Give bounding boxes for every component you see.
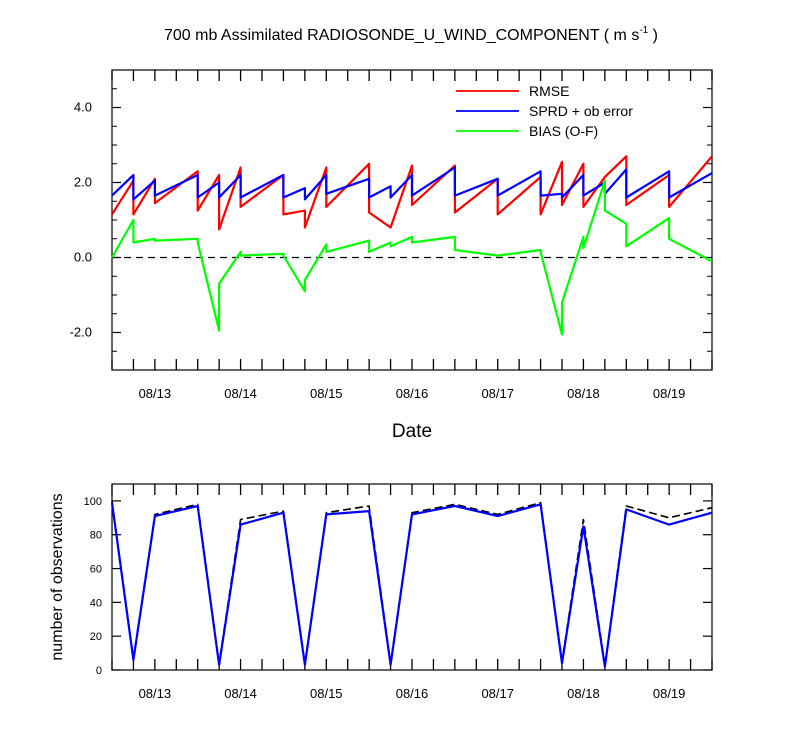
y-tick-label: 40 [90,597,102,609]
top-axis-ticks [111,69,713,371]
y-tick-label: 0 [96,665,102,677]
x-tick-label: 08/17 [481,386,514,401]
legend: RMSE SPRD + ob error BIAS (O-F) [456,83,633,139]
series-line-bias-o-f- [111,179,713,336]
y-tick-label: -2.0 [70,325,92,340]
chart-title-superscript: -1 [639,25,648,36]
x-tick-label: 08/13 [139,386,172,401]
x-tick-label: 08/18 [567,686,600,701]
series-line-assimilated [110,502,713,668]
x-tick-label: 08/19 [653,686,686,701]
top-y-tick-labels: -2.0 0.0 2.0 4.0 [70,100,92,340]
top-x-tick-labels: 08/13 08/14 08/15 08/16 08/17 08/18 08/19 [139,386,686,401]
bottom-series-lines [110,500,713,668]
bottom-x-tick-labels: 08/13 08/14 08/15 08/16 08/17 08/18 08/19 [139,686,686,701]
bottom-y-tick-labels: 0 20 40 60 80 100 [84,496,102,677]
y-tick-label: 20 [90,631,102,643]
top-panel: 700 mb Assimilated RADIOSONDE_U_WIND_COM… [70,25,713,442]
legend-label: BIAS (O-F) [529,123,598,139]
x-axis-label: Date [392,421,432,442]
y-tick-label: 0.0 [74,250,92,265]
x-tick-label: 08/17 [481,686,514,701]
y-tick-label: 4.0 [74,100,92,115]
y-tick-label: 60 [90,564,102,576]
x-tick-label: 08/15 [310,686,343,701]
x-tick-label: 08/19 [653,386,686,401]
x-tick-label: 08/14 [224,686,257,701]
y-tick-label: 2.0 [74,175,92,190]
chart-title-main: 700 mb Assimilated RADIOSONDE_U_WIND_COM… [164,27,639,44]
series-line-rmse [111,155,713,231]
top-series-lines [111,155,713,336]
chart-title-end: ) [648,27,658,44]
bottom-axis-ticks [111,484,713,671]
legend-label: RMSE [529,83,569,99]
series-line-possible [111,500,713,666]
x-tick-label: 08/13 [139,686,172,701]
y-tick-label: 100 [84,496,102,508]
x-tick-label: 08/18 [567,386,600,401]
x-tick-label: 08/14 [224,386,257,401]
legend-label: SPRD + ob error [529,103,633,119]
x-tick-label: 08/16 [396,686,429,701]
y-tick-label: 80 [90,530,102,542]
series-line-sprd-ob-error [111,166,713,201]
x-tick-label: 08/15 [310,386,343,401]
x-tick-label: 08/16 [396,386,429,401]
chart-title: 700 mb Assimilated RADIOSONDE_U_WIND_COM… [164,25,658,44]
y-axis-label: number of observations [49,493,66,660]
